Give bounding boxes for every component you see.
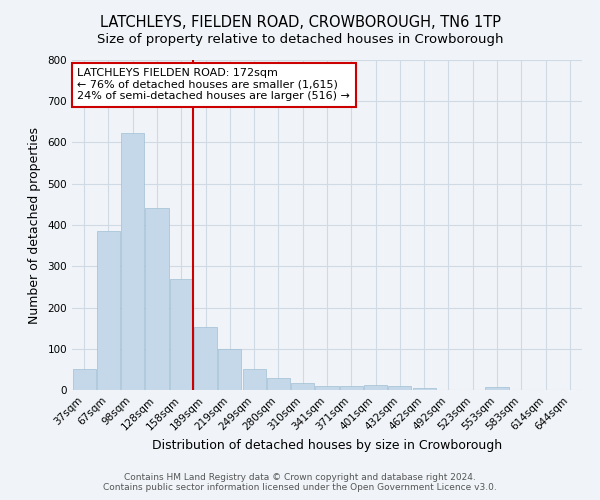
Bar [170, 280, 193, 390]
Bar [121, 133, 144, 390]
Bar [388, 386, 412, 390]
Y-axis label: Number of detached properties: Number of detached properties [28, 126, 41, 324]
Text: LATCHLEYS FIELDEN ROAD: 172sqm
← 76% of detached houses are smaller (1,615)
24% : LATCHLEYS FIELDEN ROAD: 172sqm ← 76% of … [77, 68, 350, 102]
Text: Contains HM Land Registry data © Crown copyright and database right 2024.
Contai: Contains HM Land Registry data © Crown c… [103, 473, 497, 492]
Bar [485, 386, 509, 390]
Bar [194, 328, 217, 390]
Bar [267, 378, 290, 390]
Bar [291, 382, 314, 390]
Text: LATCHLEYS, FIELDEN ROAD, CROWBOROUGH, TN6 1TP: LATCHLEYS, FIELDEN ROAD, CROWBOROUGH, TN… [100, 15, 500, 30]
Text: Size of property relative to detached houses in Crowborough: Size of property relative to detached ho… [97, 32, 503, 46]
Bar [97, 231, 120, 390]
Bar [316, 386, 338, 390]
Bar [242, 368, 266, 390]
Bar [413, 388, 436, 390]
X-axis label: Distribution of detached houses by size in Crowborough: Distribution of detached houses by size … [152, 438, 502, 452]
Bar [145, 208, 169, 390]
Bar [340, 386, 363, 390]
Bar [73, 370, 95, 390]
Bar [364, 385, 387, 390]
Bar [218, 349, 241, 390]
